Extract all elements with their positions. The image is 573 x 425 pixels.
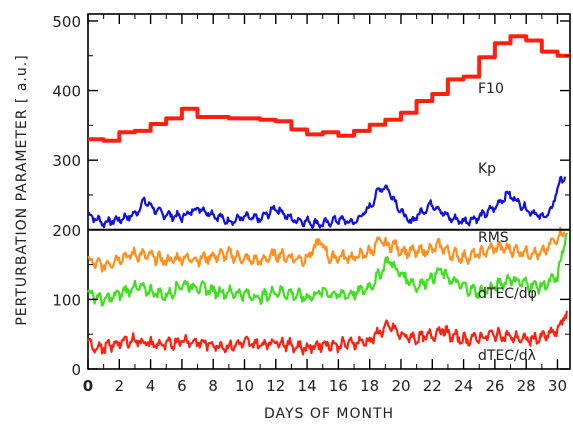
x-tick-label: 28 [517, 377, 536, 395]
series-label-dtec-d: dTEC/dλ [478, 348, 536, 364]
y-axis-title: PERTURBATION PARAMETER [ a.u.] [14, 54, 30, 325]
x-tick-label: 12 [266, 377, 285, 395]
x-tick-label: 22 [423, 377, 442, 395]
x-tick-label: 10 [235, 377, 254, 395]
x-tick-label: 2 [115, 377, 125, 395]
series-line-dtec-d [86, 232, 568, 307]
x-tick-label: 26 [485, 377, 504, 395]
y-tick-label: 500 [52, 13, 81, 31]
series-layer [86, 34, 570, 356]
x-axis-title: DAYS OF MONTH [264, 406, 394, 422]
series-line-f10 [88, 34, 570, 143]
plot-frame [87, 13, 571, 370]
x-tick-label: 18 [360, 377, 379, 395]
x-tick-label: 16 [329, 377, 348, 395]
y-tick-label: 400 [52, 83, 81, 101]
x-tick-label: 14 [298, 377, 317, 395]
labels-layer: 0 2 4 6 8 10 12 14 16 18 20 22 24 26 28 300100200300400… [52, 13, 567, 395]
y-tick-label: 0 [71, 361, 81, 379]
series-label-dtec-d: dTEC/dφ [478, 286, 537, 302]
x-tick-label: 24 [454, 377, 473, 395]
series-line-kp [87, 175, 567, 229]
y-tick-label: 200 [52, 222, 81, 240]
x-tick-label: 4 [146, 377, 156, 395]
y-tick-label: 300 [52, 152, 81, 170]
x-tick-label: 6 [177, 377, 187, 395]
x-tick-label: 20 [391, 377, 410, 395]
y-tick-label: 100 [52, 291, 81, 309]
x-tick-label: 8 [208, 377, 218, 395]
series-label-f10: F10 [478, 81, 504, 97]
series-label-rms: RMS [478, 230, 509, 246]
series-line-rms [87, 226, 566, 273]
series-line-dtec-d [86, 310, 568, 356]
series-label-kp: Kp [478, 161, 496, 177]
x-tick-label: 0 [83, 377, 93, 395]
ticks-layer [87, 14, 570, 370]
x-tick-label: 30 [548, 377, 567, 395]
